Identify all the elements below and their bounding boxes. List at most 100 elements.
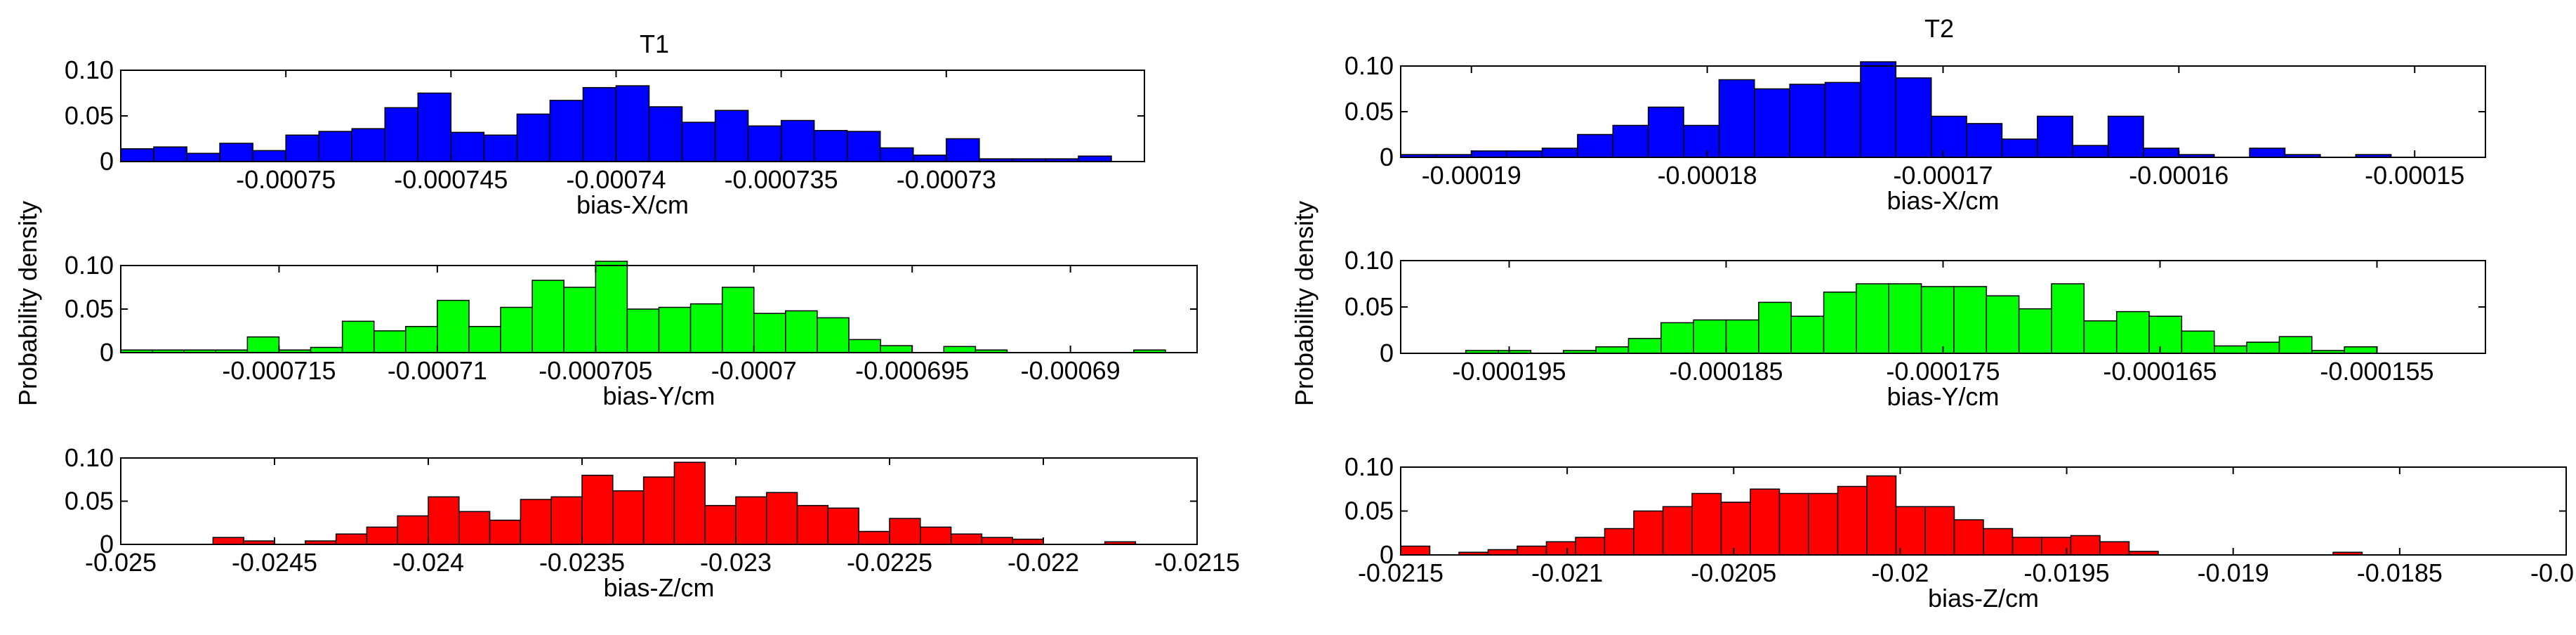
- bar-t1-x: [946, 138, 980, 162]
- bar-t1-y: [373, 330, 407, 353]
- bar-t2-y: [1595, 346, 1630, 354]
- bar-t2-y: [1725, 319, 1759, 354]
- bar-t1-z: [581, 474, 614, 545]
- bar-t1-x: [450, 131, 485, 162]
- bar-t1-x: [879, 147, 914, 162]
- xtick-label-t2-y: -0.000155: [2320, 357, 2433, 386]
- bar-t1-z: [735, 496, 767, 545]
- bar-t1-x: [153, 146, 187, 162]
- bar-t2-x: [1647, 106, 1684, 158]
- bar-t1-y: [468, 326, 501, 353]
- bar-t1-y: [689, 303, 723, 353]
- bar-t1-y: [880, 345, 913, 353]
- bar-t1-z: [335, 533, 368, 545]
- xtick-label-t1-z: -0.0215: [1154, 548, 1240, 577]
- bar-t1-z: [428, 496, 460, 545]
- bar-t2-y: [1627, 338, 1662, 354]
- bar-t2-y: [1660, 322, 1694, 354]
- xtick-label-t1-z: -0.024: [392, 548, 464, 577]
- bar-t2-x: [1895, 77, 1932, 158]
- xtick-label-t1-x: -0.00074: [566, 165, 666, 194]
- ylabel-left: Probability density: [13, 201, 42, 406]
- panel-t1-x: -0.00075 -0.000745 -0.00074 -0.000735 -0.000…: [65, 55, 1145, 219]
- bar-t1-x: [318, 131, 352, 162]
- bar-t1-x: [780, 119, 815, 162]
- ytick-label-t2-z: 0.10: [1345, 452, 1394, 481]
- xtick-label-t2-z: -0.02: [1871, 558, 1929, 587]
- bar-t2-y: [1758, 301, 1792, 354]
- xtick-label-t2-z: -0.0205: [1691, 558, 1776, 587]
- bar-t1-x: [384, 107, 419, 162]
- bar-t2-z: [1517, 545, 1547, 556]
- bar-t1-z: [673, 461, 706, 545]
- xlabel-t2-x: bias-X/cm: [1887, 186, 1999, 215]
- bar-t1-z: [458, 511, 491, 545]
- bar-t1-x: [417, 92, 452, 162]
- bar-t1-y: [753, 313, 786, 353]
- xtick-label-t1-y: -0.00071: [388, 356, 487, 385]
- bar-t2-y: [2018, 308, 2052, 354]
- bar-t1-y: [658, 306, 692, 353]
- ytick-label-t1-z: 0: [100, 530, 114, 558]
- xtick-label-t2-z: -0.021: [1531, 558, 1603, 587]
- xlabel-t1-x: bias-X/cm: [576, 190, 689, 219]
- bar-t2-y: [2344, 346, 2378, 354]
- bar-t2-y: [2083, 320, 2118, 354]
- xtick-label-t2-y: -0.000165: [2103, 357, 2217, 386]
- ytick-label-t2-z: 0: [1380, 540, 1394, 569]
- xtick-label-t2-z: -0.0215: [1358, 558, 1444, 587]
- ytick-label-t1-z: 0.05: [65, 487, 114, 516]
- ylabel-right: Probability density: [1290, 201, 1319, 406]
- ytick-label-t2-y: 0: [1380, 339, 1394, 367]
- bar-t2-y: [1856, 283, 1889, 354]
- bar-t2-y: [2115, 310, 2150, 354]
- bar-t1-z: [858, 530, 890, 545]
- bar-t2-y: [2181, 330, 2215, 354]
- bar-t2-x: [1683, 124, 1720, 158]
- bar-t2-x: [1471, 150, 1507, 158]
- bar-t1-x: [846, 131, 881, 162]
- bar-t2-z: [1662, 506, 1693, 556]
- bar-t1-x: [681, 122, 716, 162]
- ytick-label-t2-x: 0: [1380, 143, 1394, 171]
- bar-t2-x: [2143, 148, 2180, 158]
- bar-t2-y: [2051, 283, 2085, 354]
- bar-t1-x: [747, 125, 782, 162]
- xlabel-t2-z: bias-Z/cm: [1928, 584, 2039, 613]
- bar-t2-z: [1545, 541, 1576, 556]
- bar-t2-z: [1633, 510, 1664, 556]
- bar-t1-x: [582, 86, 617, 162]
- xtick-label-t1-y: -0.000715: [222, 356, 336, 385]
- bar-t2-y: [1953, 286, 1988, 354]
- bar-t2-y: [2148, 315, 2183, 354]
- ytick-label-t1-y: 0: [100, 338, 114, 367]
- bar-t1-y: [848, 339, 881, 353]
- bar-t1-x: [913, 155, 947, 162]
- panel-title-t1: T1: [640, 30, 669, 58]
- bar-t2-z: [1808, 492, 1839, 556]
- bar-t1-y: [405, 326, 438, 353]
- bar-t1-x: [516, 113, 551, 162]
- xtick-label-t1-z: -0.023: [700, 548, 772, 577]
- ytick-label-t1-z: 0.10: [65, 443, 114, 472]
- bar-t1-z: [612, 490, 645, 545]
- bar-t1-x: [648, 106, 683, 162]
- bar-t2-z: [1720, 502, 1751, 556]
- bar-t2-z: [1604, 528, 1634, 556]
- bar-t1-z: [550, 496, 583, 545]
- xlabel-t1-z: bias-Z/cm: [603, 573, 714, 602]
- bar-t2-z: [2099, 541, 2130, 556]
- bar-t1-z: [950, 533, 983, 545]
- bar-t2-y: [2214, 345, 2247, 354]
- bar-t1-z: [827, 507, 859, 545]
- bar-t1-z: [981, 537, 1013, 545]
- xtick-label-t2-x: -0.00015: [2365, 161, 2464, 190]
- bar-t2-x: [1966, 123, 2003, 158]
- bar-t1-y: [785, 310, 818, 353]
- xtick-label-t1-y: -0.000705: [539, 356, 652, 385]
- bar-t2-z: [1691, 492, 1722, 556]
- xtick-label-t2-z: -0.0195: [2024, 558, 2110, 587]
- bar-t1-y: [721, 287, 755, 353]
- bar-t2-z: [1924, 506, 1955, 556]
- bar-t1-x: [615, 85, 650, 162]
